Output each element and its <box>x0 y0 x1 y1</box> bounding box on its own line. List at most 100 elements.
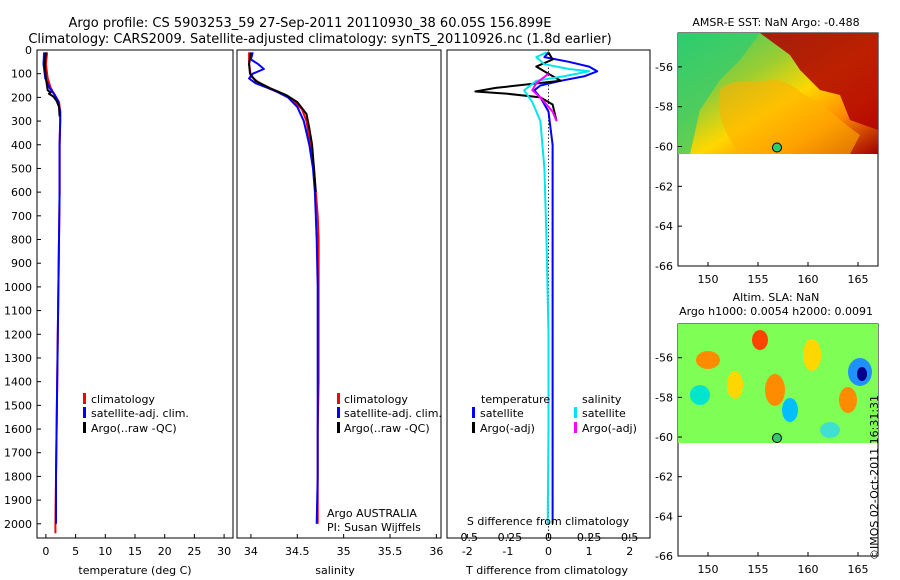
series-line-salinity-2 <box>248 52 317 193</box>
salinity-lines <box>248 52 320 524</box>
difference-lines <box>474 51 599 524</box>
sla-low-1 <box>782 398 798 422</box>
temperature-tick-labels: 0 5 10 15 20 25 30 <box>42 534 231 558</box>
x-tick-label: 0 <box>545 545 552 558</box>
temperature-legend: climatology satellite-adj. clim. Argo(..… <box>83 393 189 435</box>
x-tick-label: 10 <box>98 545 112 558</box>
y-tick-label: 1700 <box>4 447 32 460</box>
y-tick-label: 2000 <box>4 518 32 531</box>
x-tick-label: 25 <box>187 545 201 558</box>
sst-map-title: AMSR-E SST: NaN Argo: -0.488 <box>692 16 859 29</box>
map-y-tick-label: -64 <box>655 510 673 523</box>
series-line-differences-0 <box>533 51 599 524</box>
sla-high-1 <box>696 351 720 369</box>
y-tick-label: 0 <box>25 44 32 57</box>
y-tick-label: 100 <box>11 68 32 81</box>
argo-position-marker <box>771 433 782 444</box>
series-line-salinity-1 <box>248 52 319 524</box>
salinity-tick-label: 0.25 <box>577 531 602 544</box>
map-x-tick-label: 155 <box>748 273 769 286</box>
x-tick-label: 35.5 <box>378 545 403 558</box>
legend-label-argo: Argo(..raw -QC) <box>91 422 177 435</box>
sla-high-2 <box>727 371 743 399</box>
x-tick-label: 36 <box>429 545 443 558</box>
sst-cold-patch <box>678 33 760 154</box>
legend-label-salinity-satellite: satellite <box>582 407 626 420</box>
legend-label-argo: Argo(..raw -QC) <box>344 422 430 435</box>
differences-legend: temperature salinity satellite Argo(-adj… <box>472 393 637 435</box>
series-line-differences-1 <box>474 51 562 122</box>
y-tick-label: 1600 <box>4 423 32 436</box>
argo-position-marker <box>771 142 782 153</box>
legend-swatch-satellite <box>83 407 86 418</box>
temperature-difference-xlabel: T difference from climatology <box>465 564 628 577</box>
y-tick-label: 1200 <box>4 328 32 341</box>
salinity-axes <box>236 49 442 539</box>
temperature-axes <box>36 49 234 539</box>
y-tick-label: 500 <box>11 162 32 175</box>
y-tick-label: 1300 <box>4 352 32 365</box>
x-tick-label: 2 <box>626 545 633 558</box>
map-x-tick-label: 160 <box>798 273 819 286</box>
x-tick-label: -1 <box>502 545 513 558</box>
map-y-tick-label: -56 <box>655 61 673 74</box>
y-tick-label: 200 <box>11 91 32 104</box>
sla-map-subtitle: Argo h1000: 0.0054 h2000: 0.0091 <box>679 305 873 318</box>
sst-map-ticks: 150 155 160 165 -56 -58 -60 -62 -64 -66 <box>655 61 868 286</box>
legend-label-temperature-satellite: satellite <box>480 407 524 420</box>
sst-field <box>678 33 878 154</box>
map-y-tick-label: -60 <box>655 141 673 154</box>
y-tick-label: 1800 <box>4 470 32 483</box>
sla-high-4 <box>803 339 821 371</box>
legend-swatch-climatology <box>83 393 86 404</box>
legend-swatch-argo <box>83 422 86 433</box>
legend-header-salinity: salinity <box>582 393 622 406</box>
figure-title-line1: Argo profile: CS 5903253_59 27-Sep-2011 … <box>68 16 551 31</box>
sst-mid-patch <box>719 79 860 154</box>
x-tick-label: 15 <box>128 545 142 558</box>
x-tick-label: 5 <box>72 545 79 558</box>
map-x-tick-label: 160 <box>798 563 819 576</box>
x-tick-label: 34 <box>244 545 258 558</box>
map-y-tick-label: -58 <box>655 391 673 404</box>
salinity-tick-labels: 34 34.5 35 35.5 36 <box>244 534 443 558</box>
y-tick-label: 1400 <box>4 376 32 389</box>
salinity-tick-label: 0.5 <box>621 531 639 544</box>
sst-warm-patch <box>760 33 878 130</box>
y-tick-label: 700 <box>11 210 32 223</box>
map-y-tick-label: -60 <box>655 431 673 444</box>
map-y-tick-label: -62 <box>655 180 673 193</box>
map-x-tick-label: 165 <box>848 563 869 576</box>
temperature-difference-tick-labels: -2 -1 0 1 2 <box>462 534 633 558</box>
series-line-temperature-1 <box>42 52 62 524</box>
legend-label-climatology: climatology <box>344 393 408 406</box>
y-tick-label: 1100 <box>4 305 32 318</box>
legend-swatch-temperature-satellite <box>472 407 475 418</box>
map-x-tick-label: 155 <box>748 563 769 576</box>
sla-high-3 <box>765 374 785 406</box>
depth-tick-labels: 0 100 200 300 400 500 600 700 800 900 1000 1100 1200… <box>4 44 41 531</box>
legend-label-temperature-argo: Argo(-adj) <box>480 422 535 435</box>
argo-program-label: Argo AUSTRALIA <box>327 507 417 520</box>
x-tick-label: 0 <box>42 545 49 558</box>
y-tick-label: 300 <box>11 115 32 128</box>
salinity-tick-label: -0.25 <box>494 531 522 544</box>
x-tick-label: 1 <box>586 545 593 558</box>
map-y-tick-label: -66 <box>655 550 673 563</box>
salinity-difference-label: S difference from climatology <box>467 515 630 528</box>
legend-label-climatology: climatology <box>91 393 155 406</box>
y-tick-label: 1500 <box>4 399 32 412</box>
x-tick-label: 30 <box>217 545 231 558</box>
legend-swatch-satellite <box>337 407 340 418</box>
legend-swatch-salinity-satellite <box>574 407 577 418</box>
sla-map-title: Altim. SLA: NaN <box>733 291 820 304</box>
series-line-differences-2 <box>523 51 591 524</box>
imos-timestamp: ©IMOS 02-Oct-2011 16:31:31 <box>868 394 881 560</box>
y-tick-label: 1900 <box>4 494 32 507</box>
map-y-tick-label: -58 <box>655 101 673 114</box>
legend-swatch-climatology <box>337 393 340 404</box>
map-y-tick-label: -66 <box>655 260 673 273</box>
map-x-tick-label: 150 <box>698 273 719 286</box>
map-x-tick-label: 165 <box>848 273 869 286</box>
